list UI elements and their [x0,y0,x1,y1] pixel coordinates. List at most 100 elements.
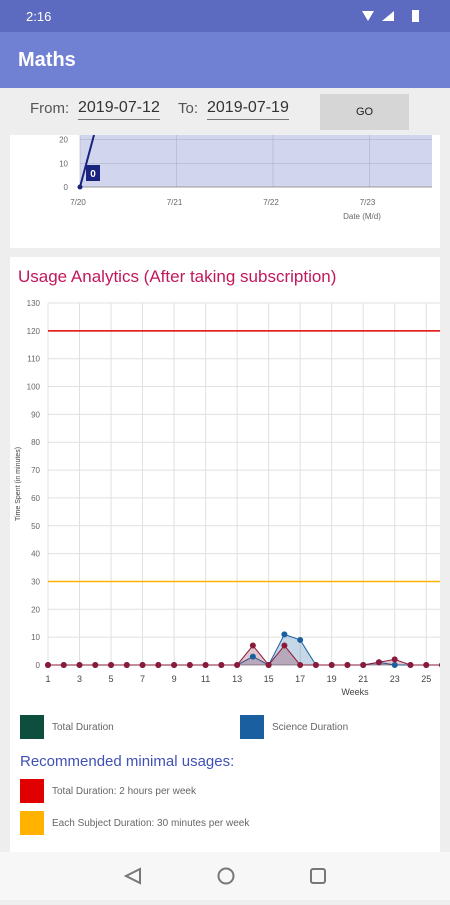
usage-card: Usage Analytics (After taking subscripti… [10,257,440,852]
point [407,662,414,668]
line-rise [79,134,95,188]
recommend-label: Total Duration: 2 hours per week [52,786,196,797]
y-tick-label: 60 [31,494,40,503]
y-tick-label: 30 [31,577,40,586]
legend-swatch [20,715,44,739]
point [77,184,83,190]
point [108,662,115,668]
y-tick-label: 110 [27,355,40,364]
app-title: Maths [18,49,76,71]
legend-swatch [240,715,264,739]
home-button[interactable] [217,867,235,885]
usage-title: Usage Analytics (After taking subscripti… [18,267,337,286]
y-tick-label: 130 [27,299,41,308]
to-date[interactable]: 2019-07-19 [207,99,289,120]
point [281,631,288,638]
daily-card: 0 10 20 7/20 7/21 7/22 7/23 Date (M/d) 0 [10,134,440,248]
point [139,662,146,668]
y-tick-label: 100 [27,383,41,392]
point [281,642,288,649]
plot-area [80,135,432,187]
recommend-label: Each Subject Duration: 30 minutes per we… [52,818,250,829]
to-label: To: [178,100,199,117]
point [328,662,335,668]
point [234,662,241,668]
point [76,662,83,668]
go-button[interactable]: GO [320,94,409,130]
y-tick-label: 50 [31,522,40,531]
x-tick-label: 7 [140,674,145,684]
x-tick-label: 7/21 [167,198,183,207]
x-tick-label: 7/22 [263,198,279,207]
x-tick-label: 25 [421,674,431,684]
recommend-swatch [20,779,44,803]
point [92,662,99,668]
y-tick-label: 10 [59,159,68,168]
status-icons [362,10,419,22]
point [265,662,272,668]
point [123,662,130,668]
status-bar: 2:16 [0,0,450,32]
y-tick-label: 20 [31,605,40,614]
x-tick-label: 9 [172,674,177,684]
x-tick-label: 11 [201,674,210,684]
time: 2:16 [26,9,52,24]
x-tick-label: 21 [358,674,368,684]
data-label: 0 [90,169,96,180]
y-tick-label: 80 [31,438,40,447]
x-tick-label: 19 [327,674,337,684]
recommend-title: Recommended minimal usages: [20,753,235,770]
nav-icons [123,867,326,885]
point [297,636,304,643]
point [45,662,51,668]
y-tick-label: 120 [27,327,41,336]
point [297,662,304,668]
x-tick-label: 3 [77,674,82,684]
x-tick-label: 7/20 [70,198,86,207]
area [48,645,440,665]
y-tick-label: 10 [31,633,40,642]
y-tick-label: 70 [31,466,40,475]
recommend-list: Total Duration: 2 hours per week Each Sub… [10,777,440,847]
label-box [86,165,100,181]
x-tick-label: 17 [295,674,305,684]
point [391,662,398,668]
legend-label: Science Duration [272,722,349,733]
y-tick-label: 0 [64,183,69,192]
point [391,656,398,663]
daily-chart: 0 10 20 7/20 7/21 7/22 7/23 Date (M/d) 0 [59,134,432,221]
from-label: From: [30,100,70,117]
point [249,642,256,649]
point [439,662,440,668]
point [312,662,319,668]
x-tick-label: 23 [390,674,400,684]
point [60,662,67,668]
x-tick-label: 5 [109,674,114,684]
y-tick-label: 0 [36,661,41,670]
y-tick-label: 20 [59,136,68,145]
point [171,662,178,668]
point [423,662,430,668]
from-date[interactable]: 2019-07-12 [78,99,160,120]
x-tick-label: 7/23 [360,198,376,207]
legend: Total Duration Science Duration [10,715,440,745]
x-axis-label: Date (M/d) [343,212,381,221]
point [218,662,225,668]
recents-button[interactable] [310,868,326,884]
point [344,662,351,668]
recommend-swatch [20,811,44,835]
y-tick-label: 40 [31,550,40,559]
x-tick-label: 15 [264,674,274,684]
x-axis-label: Weeks [341,687,369,697]
x-tick-label: 1 [45,674,50,684]
point [202,662,209,668]
point [155,662,162,668]
back-button[interactable] [123,867,141,885]
point [249,653,256,660]
point [186,662,193,668]
app-bar: Maths [0,32,450,88]
x-tick-label: 13 [232,674,242,684]
legend-label: Total Duration [52,722,114,733]
